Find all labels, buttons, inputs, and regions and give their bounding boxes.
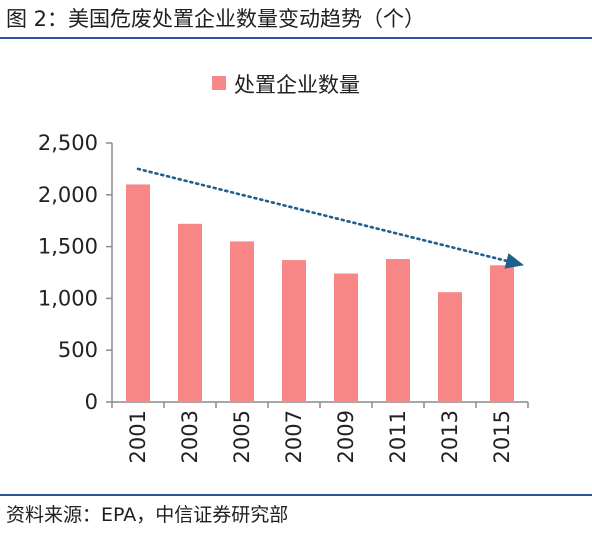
legend-label: 处置企业数量 bbox=[234, 73, 360, 97]
bars bbox=[126, 184, 514, 402]
bar-2013 bbox=[438, 292, 462, 402]
trend-line bbox=[136, 167, 524, 269]
x-tick-label: 2009 bbox=[334, 410, 358, 463]
y-tick-label: 0 bbox=[85, 390, 98, 414]
bar-2011 bbox=[386, 259, 410, 402]
x-tick-label: 2013 bbox=[438, 410, 462, 463]
bottom-divider bbox=[0, 494, 592, 496]
bar-chart: 处置企业数量 0 500 1,000 1,500 2,000 2,500 2001 2003… bbox=[38, 73, 529, 463]
x-tick-label: 2011 bbox=[386, 410, 410, 463]
legend-swatch bbox=[212, 76, 226, 90]
bar-2001 bbox=[126, 184, 150, 402]
y-tick-label: 1,000 bbox=[38, 286, 98, 310]
y-tick-label: 2,500 bbox=[38, 131, 98, 155]
x-tick-label: 2015 bbox=[490, 410, 514, 463]
bar-2003 bbox=[178, 223, 202, 402]
y-tick-label: 500 bbox=[58, 338, 98, 362]
top-divider bbox=[0, 37, 592, 39]
y-tick-label: 2,000 bbox=[38, 183, 98, 207]
x-tick-label: 2005 bbox=[230, 410, 254, 463]
trend-arrowhead bbox=[504, 253, 524, 269]
x-axis: 2001 2003 2005 2007 2009 2011 2013 2015 bbox=[111, 401, 529, 463]
y-tick-label: 1,500 bbox=[38, 235, 98, 259]
bar-2005 bbox=[230, 241, 254, 402]
bar-2015 bbox=[490, 265, 514, 402]
x-tick-label: 2001 bbox=[126, 410, 150, 463]
x-tick-label: 2003 bbox=[178, 410, 202, 463]
bar-2009 bbox=[334, 273, 358, 402]
source-note: 资料来源：EPA，中信证券研究部 bbox=[6, 504, 289, 526]
legend: 处置企业数量 bbox=[212, 73, 360, 97]
y-axis: 0 500 1,000 1,500 2,000 2,500 bbox=[38, 131, 113, 414]
x-tick-label: 2007 bbox=[282, 410, 306, 463]
figure-title: 图 2：美国危废处置企业数量变动趋势（个） bbox=[6, 7, 426, 31]
bar-2007 bbox=[282, 260, 306, 402]
